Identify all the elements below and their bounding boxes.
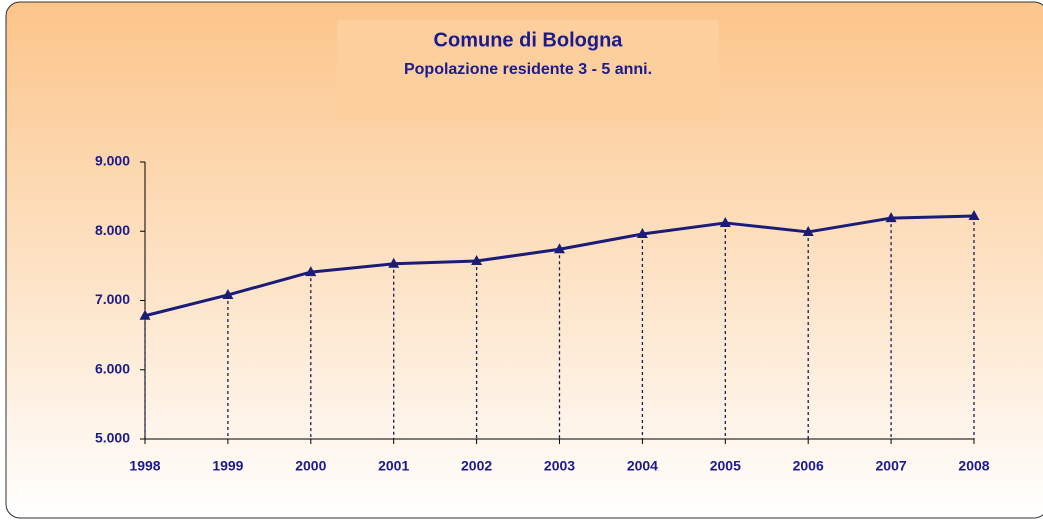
y-tick-label: 8.000 — [95, 222, 130, 238]
data-point — [554, 243, 565, 254]
x-tick-label: 2003 — [544, 458, 575, 474]
x-tick-label: 1999 — [212, 458, 243, 474]
y-tick-label: 9.000 — [95, 153, 130, 169]
x-tick-label: 1998 — [129, 458, 160, 474]
x-tick-label: 2008 — [958, 458, 989, 474]
chart-title: Comune di Bologna — [434, 29, 624, 51]
chart-subtitle: Popolazione residente 3 - 5 anni. — [404, 61, 652, 78]
x-tick-label: 2007 — [876, 458, 907, 474]
y-tick-label: 6.000 — [95, 360, 130, 376]
data-point — [471, 255, 483, 266]
x-tick-label: 2006 — [793, 458, 824, 474]
x-tick-label: 2000 — [295, 458, 326, 474]
x-tick-label: 2004 — [627, 458, 658, 474]
data-point — [388, 257, 400, 268]
data-point — [802, 225, 814, 236]
x-tick-label: 2002 — [461, 458, 492, 474]
data-point — [305, 266, 317, 277]
x-tick-label: 2001 — [378, 458, 409, 474]
data-point — [719, 216, 731, 227]
chart-frame — [5, 1, 1043, 519]
title-box — [337, 20, 719, 120]
data-point — [885, 212, 897, 223]
data-point — [968, 210, 980, 221]
y-tick-label: 7.000 — [95, 291, 130, 307]
data-point — [222, 288, 234, 299]
x-tick-label: 2005 — [710, 458, 741, 474]
data-point — [636, 228, 648, 239]
y-tick-label: 5.000 — [95, 430, 130, 446]
data-point — [139, 309, 151, 320]
